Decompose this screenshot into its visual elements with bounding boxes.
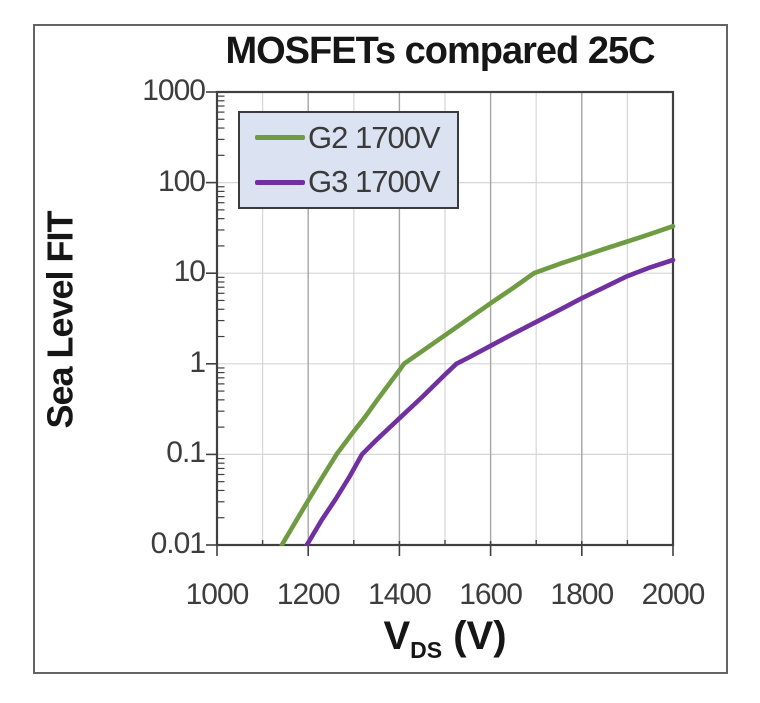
series-line-g2 xyxy=(279,223,676,546)
y-tick-label-0_1: 0.1 xyxy=(166,436,206,470)
legend: G2 1700V G3 1700V xyxy=(238,111,459,209)
y-tick-label-100: 100 xyxy=(157,164,206,198)
x-axis-symbol: V xyxy=(383,614,411,658)
legend-entry-g2: G2 1700V xyxy=(240,118,457,158)
x-tick-label-2000: 2000 xyxy=(641,578,706,611)
y-tick-label-10: 10 xyxy=(173,255,206,289)
y-tick-label-1: 1 xyxy=(189,345,206,379)
chart-title: MOSFETs compared 25C xyxy=(225,30,655,72)
x-tick-label-1800: 1800 xyxy=(550,578,614,611)
x-axis-subscript: DS xyxy=(410,637,443,663)
legend-entry-g3: G3 1700V xyxy=(240,162,457,202)
y-axis-title-text: Sea Level FIT xyxy=(40,211,82,429)
x-axis-unit: (V) xyxy=(453,614,507,658)
series-line-g3 xyxy=(304,257,676,546)
x-tick-label-1600: 1600 xyxy=(459,578,523,611)
legend-label-g3: G3 1700V xyxy=(308,164,441,200)
g2-line-swatch xyxy=(255,135,305,141)
y-tick-label-0_01: 0.01 xyxy=(150,527,206,560)
x-tick-label-1200: 1200 xyxy=(276,578,341,611)
x-tick-label-1000: 1000 xyxy=(185,578,250,611)
data-series xyxy=(279,223,676,546)
x-tick-label-1400: 1400 xyxy=(368,578,432,611)
legend-label-g2: G2 1700V xyxy=(308,119,441,155)
x-axis-title: VDS (V) xyxy=(217,614,673,663)
y-axis-title: Sea Level FIT xyxy=(40,150,82,490)
y-tick-label-1000: 1000 xyxy=(142,74,206,107)
g3-line-swatch xyxy=(255,179,305,185)
